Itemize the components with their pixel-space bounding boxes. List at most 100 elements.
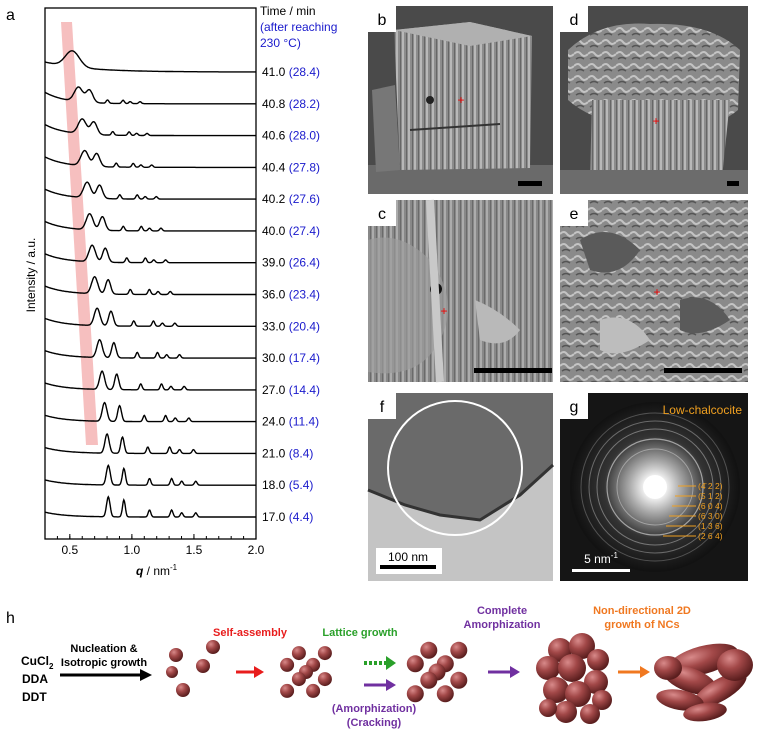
time-value: 27.0: [262, 383, 289, 397]
saxs-curve: [44, 307, 256, 327]
time-after-value: (8.4): [289, 446, 314, 460]
time-value: 39.0: [262, 256, 289, 270]
amorphous-particle: [580, 704, 600, 724]
nanocrystal-sphere: [306, 683, 321, 698]
nanosheets: [654, 643, 753, 722]
amorph-line1: (Amorphization): [332, 703, 417, 715]
amorphous-particle: [584, 670, 608, 694]
panel-b-image: + b: [368, 6, 553, 194]
saxs-curve: [44, 432, 256, 455]
svg-text:+: +: [440, 304, 447, 318]
time-row-label: 17.0 (4.4): [262, 510, 313, 524]
time-row-label: 40.6 (28.0): [262, 129, 320, 143]
time-after-value: (28.4): [289, 65, 320, 79]
time-row-label: 40.8 (28.2): [262, 97, 320, 111]
time-row-label: 41.0 (28.4): [262, 65, 320, 79]
saxs-curve: [44, 149, 256, 169]
time-row-label: 39.0 (26.4): [262, 256, 320, 270]
time-after-value: (27.4): [289, 224, 320, 238]
nanocrystal-sphere: [450, 641, 468, 659]
time-after-value: (23.4): [289, 288, 320, 302]
panel-f-scale: 100 nm: [388, 550, 428, 564]
nanocrystal-sphere: [317, 672, 332, 687]
spheres-dispersed: [166, 640, 220, 697]
nanocrystal-sphere: [291, 646, 306, 661]
panel-g-title: Low-chalcocite: [663, 403, 743, 417]
saxs-curve: [44, 495, 256, 518]
x-ticks-group: 0.5 1.0 1.5 2.0: [56, 534, 265, 557]
time-row-label: 18.0 (5.4): [262, 478, 313, 492]
time-value: 33.0: [262, 319, 289, 333]
time-after-value: (27.6): [289, 192, 320, 206]
reagent-dda: DDA: [22, 672, 48, 686]
saxs-curve: [44, 338, 256, 359]
time-value: 40.0: [262, 224, 289, 238]
plane-label: (1 3 6): [698, 521, 723, 531]
curves-group: [44, 50, 256, 518]
amorphous-particle: [555, 701, 577, 723]
x-axis-unit: / nm: [143, 564, 170, 578]
time-header-line1: Time / min: [260, 4, 316, 18]
time-value: 21.0: [262, 446, 289, 460]
panel-h-letter: h: [6, 610, 15, 627]
saxs-curve: [44, 401, 256, 423]
saxs-curve: [44, 181, 256, 200]
panel-e-letter: e: [570, 206, 579, 223]
time-row-label: 24.0 (11.4): [262, 415, 319, 429]
x-tick-label: 2.0: [248, 543, 265, 557]
panel-e-image: + e: [560, 200, 748, 382]
panel-c-letter: c: [378, 206, 386, 223]
time-row-label: 36.0 (23.4): [262, 288, 320, 302]
plane-label: (6 3 0): [698, 511, 723, 521]
time-row-label: 40.2 (27.6): [262, 192, 320, 206]
nondir-line1: Non-directional 2D: [593, 605, 691, 617]
x-axis-q: q: [136, 564, 144, 578]
time-row-label: 30.0 (17.4): [262, 351, 320, 365]
time-after-value: (28.2): [289, 97, 320, 111]
saxs-curve: [44, 244, 256, 264]
svg-text:+: +: [652, 114, 659, 128]
x-axis-label: q / nm-1: [136, 563, 178, 578]
amorphous-cluster: [536, 633, 612, 724]
diffraction-planes: (4̄ 2 2)(5 1 2)(6 0 4)(6 3 0)(1 3 6)(2 6…: [663, 481, 723, 541]
nanocrystal-sphere: [291, 672, 306, 687]
time-value: 30.0: [262, 351, 289, 365]
plane-label: (4̄ 2 2): [698, 481, 723, 491]
panel-f-letter: f: [380, 399, 385, 416]
complete-line1: Complete: [477, 605, 527, 617]
time-row-label: 40.4 (27.8): [262, 160, 320, 174]
amorphous-particle: [587, 649, 609, 671]
saxs-curve: [44, 118, 256, 137]
superlattice-cube: [280, 646, 332, 698]
amorphous-particle: [536, 656, 560, 680]
reagent-ddt: DDT: [22, 690, 47, 704]
step1-line1: Nucleation &: [70, 643, 137, 655]
x-tick-label: 1.5: [186, 543, 203, 557]
saxs-curve: [44, 212, 256, 232]
row-labels-group: 41.0 (28.4) 40.8 (28.2) 40.6 (28.0) 40.4 (2…: [262, 65, 320, 524]
amorphous-particle: [543, 677, 569, 703]
time-after-value: (14.4): [289, 383, 320, 397]
amorphous-particle: [539, 699, 557, 717]
plot-frame: [44, 7, 257, 540]
time-value: 36.0: [262, 288, 289, 302]
time-value: 40.8: [262, 97, 289, 111]
saxs-curve: [44, 370, 256, 391]
x-axis-exp: -1: [170, 563, 178, 572]
time-row-label: 21.0 (8.4): [262, 446, 313, 460]
panel-g-letter: g: [570, 399, 579, 416]
peak-guide-band: [61, 22, 98, 445]
panel-g-scale: 5 nm-1: [584, 551, 618, 566]
time-after-value: (28.0): [289, 129, 320, 143]
x-tick-label: 0.5: [61, 543, 78, 557]
time-header-line2: (after reaching: [260, 20, 337, 34]
plane-label: (6 0 4): [698, 501, 723, 511]
time-after-value: (5.4): [289, 478, 314, 492]
time-after-value: (27.8): [289, 160, 320, 174]
nanocrystal-sphere: [317, 646, 332, 661]
nanocrystal-sphere: [420, 671, 438, 689]
time-after-value: (11.4): [289, 415, 319, 429]
saxs-curve: [44, 464, 256, 486]
lattice-growth-label: Lattice growth: [322, 627, 397, 639]
